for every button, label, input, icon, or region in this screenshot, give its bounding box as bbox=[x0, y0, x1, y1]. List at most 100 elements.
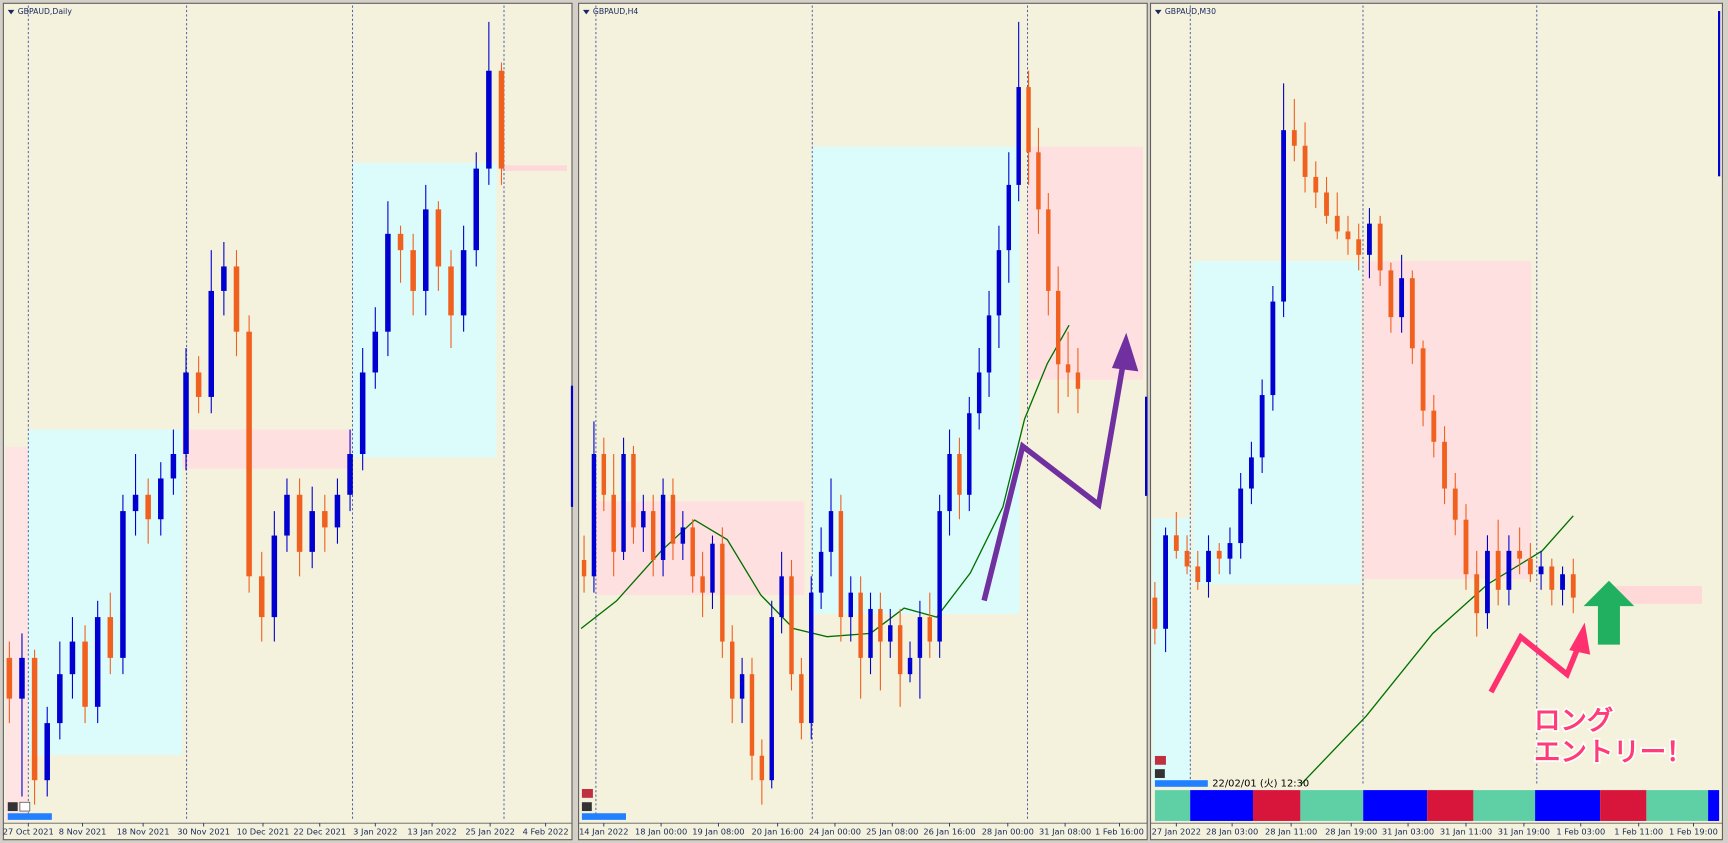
candle-body bbox=[1302, 145, 1308, 177]
x-tick-label: 27 Jan 2022 bbox=[1152, 826, 1201, 836]
x-tick-label: 1 Feb 03:00 bbox=[1556, 826, 1605, 836]
scroll-marker bbox=[570, 385, 574, 507]
x-tick-label: 28 Jan 03:00 bbox=[1206, 826, 1258, 836]
candle-body bbox=[1409, 278, 1415, 349]
candle-body bbox=[611, 494, 616, 552]
candle-body bbox=[271, 535, 278, 618]
candle-body bbox=[1270, 301, 1276, 396]
candle-body bbox=[710, 543, 715, 593]
candle-body bbox=[1249, 457, 1254, 489]
candle-body bbox=[650, 511, 656, 561]
candle-body bbox=[82, 641, 88, 707]
annotation-arrowhead bbox=[1569, 622, 1591, 655]
candle-body bbox=[680, 527, 686, 544]
x-tick-label: 8 Nov 2021 bbox=[59, 826, 107, 836]
panel-icons bbox=[7, 755, 1208, 820]
zone bbox=[1152, 518, 1191, 785]
candle-body bbox=[660, 494, 666, 561]
x-tick-label: 1 Feb 11:00 bbox=[1614, 826, 1663, 836]
candle-body bbox=[359, 372, 366, 455]
zone bbox=[182, 429, 353, 469]
candle-body bbox=[858, 592, 863, 658]
annotation-arrow bbox=[1488, 632, 1582, 694]
candle-body bbox=[498, 70, 505, 169]
icon bbox=[1154, 780, 1208, 787]
candle-body bbox=[1281, 130, 1287, 302]
candle-body bbox=[1527, 558, 1533, 575]
candle-body bbox=[996, 250, 1002, 316]
strip-block bbox=[1190, 790, 1253, 821]
x-tick-label: 13 Jan 2022 bbox=[407, 826, 456, 836]
candle-body bbox=[1026, 87, 1031, 153]
candle-body bbox=[57, 674, 63, 724]
strip-block bbox=[1708, 790, 1720, 821]
x-tick-label: 10 Dec 2021 bbox=[237, 826, 290, 836]
candle-body bbox=[423, 209, 429, 291]
candle-body bbox=[221, 266, 227, 291]
candle-body bbox=[1036, 152, 1041, 210]
candle-body bbox=[1538, 566, 1544, 575]
moving-average bbox=[580, 324, 1070, 638]
candle-body bbox=[591, 454, 597, 577]
zone bbox=[1193, 261, 1361, 585]
candle-body bbox=[1313, 176, 1319, 193]
x-tick-label: 1 Feb 19:00 bbox=[1669, 826, 1718, 836]
candle-body bbox=[818, 551, 824, 593]
icon bbox=[7, 802, 18, 812]
chart-title: GBPAUD,M30 bbox=[1165, 7, 1216, 16]
candle-body bbox=[838, 511, 844, 618]
icon bbox=[1154, 769, 1165, 778]
zone bbox=[5, 446, 29, 821]
candle-body bbox=[1227, 543, 1233, 559]
x-tick-label: 19 Jan 08:00 bbox=[692, 826, 744, 836]
x-tick-label: 28 Jan 11:00 bbox=[1265, 826, 1317, 836]
candle-body bbox=[1420, 348, 1426, 411]
candle-body bbox=[976, 372, 982, 414]
candle-body bbox=[1367, 223, 1372, 255]
candle-body bbox=[372, 331, 379, 373]
icon bbox=[581, 813, 626, 820]
candle-body bbox=[927, 617, 933, 642]
candle-body bbox=[1399, 278, 1405, 318]
x-tick-label: 22 Dec 2021 bbox=[293, 826, 346, 836]
candle-body bbox=[6, 657, 13, 699]
candle-body bbox=[435, 209, 442, 267]
candle-body bbox=[1046, 209, 1051, 291]
candle-body bbox=[120, 511, 126, 658]
x-tick-label: 31 Jan 08:00 bbox=[1039, 826, 1091, 836]
candle-body bbox=[1452, 488, 1458, 520]
candle-body bbox=[828, 511, 834, 552]
candle-body bbox=[1216, 550, 1222, 559]
x-tick-label: 31 Jan 19:00 bbox=[1498, 826, 1550, 836]
candle-body bbox=[1485, 550, 1490, 614]
strip-block bbox=[1646, 790, 1709, 821]
candle-body bbox=[309, 511, 315, 552]
x-tick-label: 25 Jan 08:00 bbox=[866, 826, 918, 836]
candle-body bbox=[1324, 192, 1329, 216]
candle-body bbox=[799, 674, 804, 724]
candle-body bbox=[1549, 566, 1555, 590]
candle-body bbox=[878, 608, 883, 642]
candle-body bbox=[158, 478, 164, 520]
candle-body bbox=[720, 543, 725, 642]
candle-body bbox=[1173, 535, 1179, 551]
candle-body bbox=[1442, 441, 1447, 489]
candle-body bbox=[749, 674, 755, 756]
entry-arrow bbox=[1583, 580, 1635, 645]
candle-body bbox=[448, 266, 454, 316]
candle-body bbox=[44, 723, 50, 781]
candle-body bbox=[1163, 535, 1169, 629]
candle-body bbox=[1195, 566, 1201, 583]
charts: 27 Oct 2021 8 Nov 2021 18 Nov 2021 30 Nov 2… bbox=[3, 2, 1723, 841]
x-tick-label: 4 Feb 2022 bbox=[523, 826, 569, 836]
strip-block bbox=[1252, 790, 1301, 821]
x-tick-label: 26 Jan 16:00 bbox=[923, 826, 975, 836]
annotation-arrow bbox=[981, 357, 1127, 602]
icon bbox=[581, 789, 593, 798]
candle-body bbox=[1075, 372, 1081, 389]
candle-body bbox=[1388, 270, 1394, 318]
candle-body bbox=[937, 511, 942, 642]
candle-body bbox=[1431, 410, 1437, 442]
x-tick-label: 30 Nov 2021 bbox=[177, 826, 230, 836]
candle-body bbox=[486, 70, 492, 169]
